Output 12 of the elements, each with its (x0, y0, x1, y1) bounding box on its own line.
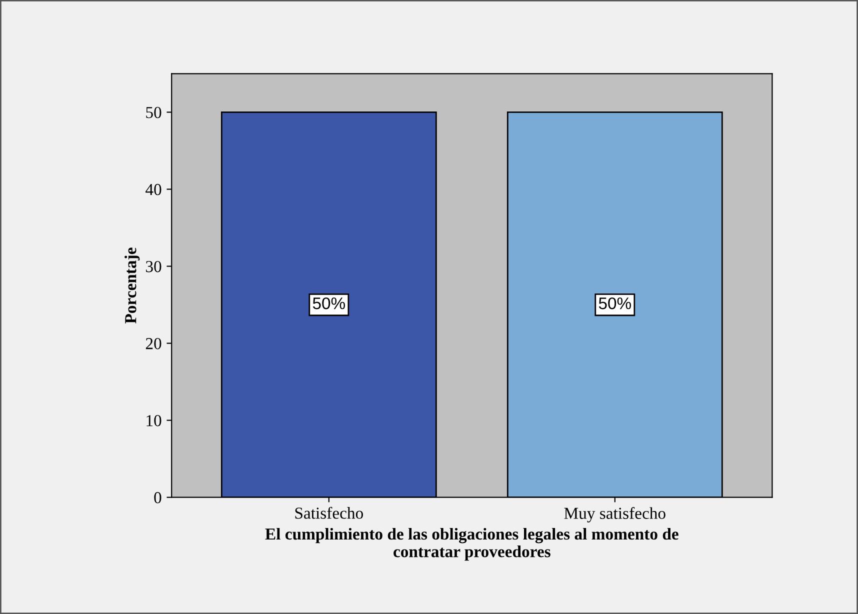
x-tick-label: Muy satisfecho (564, 507, 666, 522)
y-tick-label: 40 (146, 184, 162, 196)
data-label: 50% (598, 297, 631, 310)
y-tick-label: 0 (154, 492, 162, 504)
y-axis-title: Porcentaje (124, 248, 140, 324)
data-label: 50% (312, 297, 345, 310)
x-tick-label: Satisfecho (295, 506, 363, 519)
y-tick-label: 10 (146, 415, 162, 426)
y-tick-label: 30 (146, 260, 162, 272)
y-tick-label: 50 (146, 106, 162, 118)
x-axis-title: El cumplimiento de las obligaciones legales al momento de contratar proveedores (265, 528, 678, 561)
y-tick-label: 20 (146, 338, 162, 350)
